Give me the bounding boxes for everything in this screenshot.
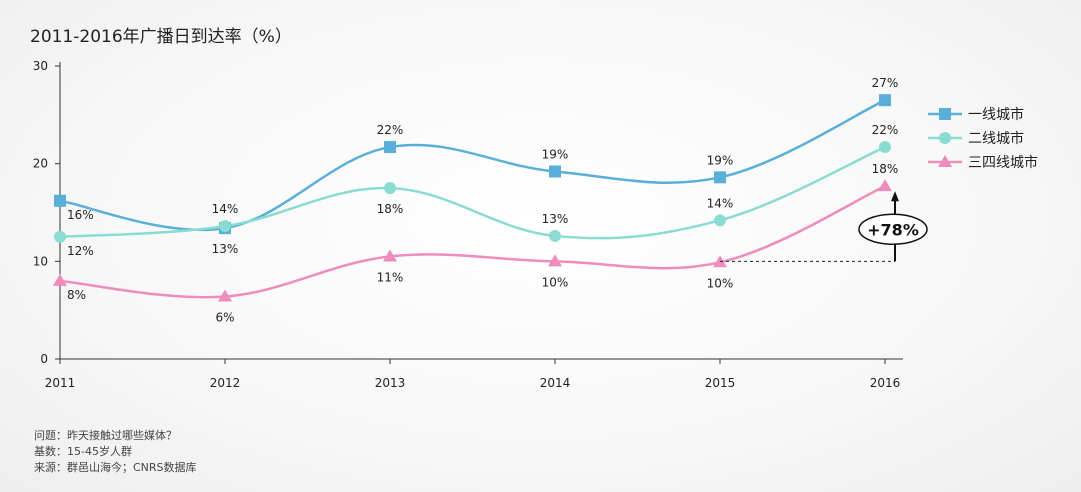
x-tick-label: 2016 [870, 376, 901, 390]
chart-labels: 16% 13% 22% 19% 19% 27% 12% 14% 18% 13% 14% 22% 8% 6%… [67, 76, 898, 324]
data-point [384, 182, 396, 195]
y-tick-label: 0 [40, 352, 48, 366]
growth-arrow-head [891, 191, 899, 202]
data-label: 10% [542, 275, 569, 289]
data-label: 6% [215, 310, 234, 324]
data-label: 10% [707, 276, 734, 290]
legend-label: 三四线城市 [968, 154, 1038, 171]
data-label: 13% [542, 212, 569, 226]
question-note: 问题：昨天接触过哪些媒体？ [34, 429, 177, 442]
x-tick-label: 2011 [45, 376, 76, 390]
footnotes: 问题：昨天接触过哪些媒体？ 基数：15-45岁人群 来源：群邑山海今；CNRS数… [34, 428, 197, 476]
y-tick-label: 10 [33, 254, 48, 268]
data-label: 11% [377, 270, 404, 284]
legend-marker [938, 155, 952, 167]
chart-markers [53, 94, 892, 302]
data-label: 18% [377, 202, 404, 216]
y-tick-label: 30 [33, 59, 48, 73]
data-label: 22% [377, 123, 404, 137]
source-note: 来源：群邑山海今；CNRS数据库 [34, 461, 197, 474]
data-point [54, 230, 66, 243]
data-point [218, 289, 232, 302]
growth-annotation: +78% [720, 191, 928, 262]
y-tick-label: 20 [33, 157, 48, 171]
x-tick-label: 2015 [705, 376, 736, 390]
data-label: 14% [707, 196, 734, 210]
data-label: 13% [212, 242, 239, 256]
data-point [549, 229, 561, 242]
data-label: 19% [707, 153, 734, 167]
data-label: 18% [872, 162, 899, 176]
data-point [549, 165, 561, 178]
chart-title: 2011-2016年广播日到达率（%） [30, 27, 292, 47]
chart-axes: 0 10 20 30 2011 2012 2013 2014 2015 2016 [33, 59, 903, 390]
data-point [383, 249, 397, 262]
data-label: 27% [872, 76, 899, 90]
data-label: 8% [67, 288, 86, 302]
data-label: 16% [67, 208, 94, 222]
data-point [879, 94, 891, 107]
data-point [54, 194, 66, 207]
legend-marker [939, 108, 951, 120]
growth-label: +78% [867, 220, 919, 239]
x-tick-label: 2012 [210, 376, 241, 390]
data-point [548, 254, 562, 267]
data-label: 12% [67, 244, 94, 258]
data-label: 14% [212, 202, 239, 216]
legend-label: 二线城市 [968, 130, 1024, 147]
x-tick-label: 2013 [375, 376, 406, 390]
data-label: 19% [542, 147, 569, 161]
data-point [384, 141, 396, 154]
base-note: 基数：15-45岁人群 [34, 445, 132, 458]
data-point [879, 141, 891, 154]
series-line [59, 145, 886, 240]
series-line [59, 184, 886, 299]
growth-ellipse [858, 213, 928, 246]
legend-marker [939, 132, 951, 144]
chart-lines [59, 99, 886, 299]
data-point [878, 179, 892, 192]
data-point [219, 220, 231, 233]
data-point [53, 273, 67, 286]
legend-label: 一线城市 [968, 106, 1024, 123]
data-point [714, 214, 726, 227]
data-label: 22% [872, 123, 899, 137]
x-tick-label: 2014 [540, 376, 571, 390]
data-point [714, 171, 726, 184]
